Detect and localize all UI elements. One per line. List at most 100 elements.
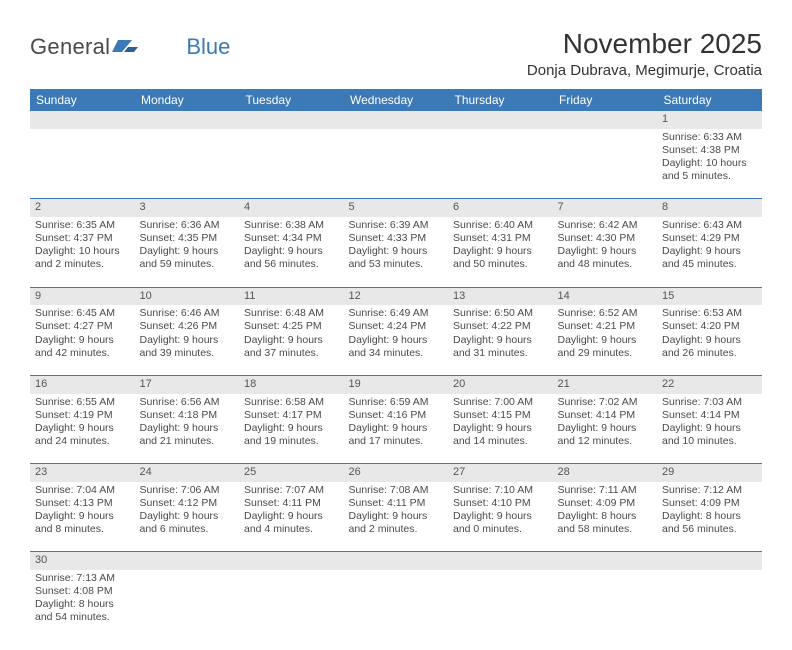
day-cell: Sunrise: 6:50 AMSunset: 4:22 PMDaylight:…	[448, 305, 553, 375]
day-number-cell	[135, 552, 240, 570]
sunset-text: Sunset: 4:16 PM	[349, 409, 444, 422]
day-cell: Sunrise: 6:46 AMSunset: 4:26 PMDaylight:…	[135, 305, 240, 375]
sunrise-text: Sunrise: 6:55 AM	[35, 396, 130, 409]
day-cell: Sunrise: 7:10 AMSunset: 4:10 PMDaylight:…	[448, 482, 553, 552]
sunrise-text: Sunrise: 6:49 AM	[349, 307, 444, 320]
day-number-cell: 5	[344, 199, 449, 217]
sunset-text: Sunset: 4:20 PM	[662, 320, 757, 333]
sunrise-text: Sunrise: 7:13 AM	[35, 572, 130, 585]
day-header: Monday	[135, 89, 240, 111]
sunset-text: Sunset: 4:22 PM	[453, 320, 548, 333]
day-cell: Sunrise: 7:13 AMSunset: 4:08 PMDaylight:…	[30, 570, 135, 640]
day-number-cell: 8	[657, 199, 762, 217]
day-cell: Sunrise: 7:00 AMSunset: 4:15 PMDaylight:…	[448, 394, 553, 464]
sunrise-text: Sunrise: 6:43 AM	[662, 219, 757, 232]
daylight-text: Daylight: 10 hours and 2 minutes.	[35, 245, 130, 271]
day-cell: Sunrise: 7:06 AMSunset: 4:12 PMDaylight:…	[135, 482, 240, 552]
sunset-text: Sunset: 4:33 PM	[349, 232, 444, 245]
sunrise-text: Sunrise: 6:59 AM	[349, 396, 444, 409]
day-number-cell: 6	[448, 199, 553, 217]
sunrise-text: Sunrise: 7:06 AM	[140, 484, 235, 497]
day-header-row: SundayMondayTuesdayWednesdayThursdayFrid…	[30, 89, 762, 111]
daylight-text: Daylight: 9 hours and 45 minutes.	[662, 245, 757, 271]
day-header: Tuesday	[239, 89, 344, 111]
day-number-cell: 13	[448, 287, 553, 305]
daylight-text: Daylight: 8 hours and 56 minutes.	[662, 510, 757, 536]
day-number-cell: 26	[344, 464, 449, 482]
week-row: Sunrise: 7:13 AMSunset: 4:08 PMDaylight:…	[30, 570, 762, 640]
day-number-cell: 9	[30, 287, 135, 305]
day-number-cell: 1	[657, 111, 762, 129]
header: General Blue November 2025 Donja Dubrava…	[30, 28, 762, 79]
day-number-cell	[344, 111, 449, 129]
sunset-text: Sunset: 4:13 PM	[35, 497, 130, 510]
sunrise-text: Sunrise: 6:42 AM	[558, 219, 653, 232]
sunset-text: Sunset: 4:11 PM	[349, 497, 444, 510]
sunrise-text: Sunrise: 7:11 AM	[558, 484, 653, 497]
daylight-text: Daylight: 9 hours and 56 minutes.	[244, 245, 339, 271]
day-cell	[448, 129, 553, 199]
sunrise-text: Sunrise: 6:52 AM	[558, 307, 653, 320]
day-cell: Sunrise: 6:48 AMSunset: 4:25 PMDaylight:…	[239, 305, 344, 375]
day-cell: Sunrise: 7:12 AMSunset: 4:09 PMDaylight:…	[657, 482, 762, 552]
sunrise-text: Sunrise: 6:53 AM	[662, 307, 757, 320]
day-number-cell: 4	[239, 199, 344, 217]
daynum-row: 2345678	[30, 199, 762, 217]
day-cell	[30, 129, 135, 199]
day-header: Wednesday	[344, 89, 449, 111]
day-cell: Sunrise: 6:56 AMSunset: 4:18 PMDaylight:…	[135, 394, 240, 464]
day-number-cell: 19	[344, 375, 449, 393]
day-cell: Sunrise: 6:38 AMSunset: 4:34 PMDaylight:…	[239, 217, 344, 287]
day-cell: Sunrise: 7:08 AMSunset: 4:11 PMDaylight:…	[344, 482, 449, 552]
sunset-text: Sunset: 4:31 PM	[453, 232, 548, 245]
day-number-cell: 17	[135, 375, 240, 393]
sunset-text: Sunset: 4:19 PM	[35, 409, 130, 422]
daylight-text: Daylight: 9 hours and 12 minutes.	[558, 422, 653, 448]
day-cell	[344, 129, 449, 199]
sunrise-text: Sunrise: 6:48 AM	[244, 307, 339, 320]
day-number-cell: 14	[553, 287, 658, 305]
sunset-text: Sunset: 4:35 PM	[140, 232, 235, 245]
sunrise-text: Sunrise: 7:08 AM	[349, 484, 444, 497]
sunset-text: Sunset: 4:27 PM	[35, 320, 130, 333]
day-cell	[657, 570, 762, 640]
calendar-table: SundayMondayTuesdayWednesdayThursdayFrid…	[30, 89, 762, 640]
sunset-text: Sunset: 4:15 PM	[453, 409, 548, 422]
sunset-text: Sunset: 4:09 PM	[662, 497, 757, 510]
sunrise-text: Sunrise: 7:10 AM	[453, 484, 548, 497]
sunset-text: Sunset: 4:21 PM	[558, 320, 653, 333]
day-cell: Sunrise: 6:36 AMSunset: 4:35 PMDaylight:…	[135, 217, 240, 287]
day-cell: Sunrise: 7:11 AMSunset: 4:09 PMDaylight:…	[553, 482, 658, 552]
day-number-cell: 2	[30, 199, 135, 217]
day-header: Friday	[553, 89, 658, 111]
daylight-text: Daylight: 9 hours and 37 minutes.	[244, 334, 339, 360]
day-cell: Sunrise: 6:49 AMSunset: 4:24 PMDaylight:…	[344, 305, 449, 375]
day-cell	[553, 570, 658, 640]
daylight-text: Daylight: 8 hours and 58 minutes.	[558, 510, 653, 536]
week-row: Sunrise: 6:35 AMSunset: 4:37 PMDaylight:…	[30, 217, 762, 287]
week-row: Sunrise: 7:04 AMSunset: 4:13 PMDaylight:…	[30, 482, 762, 552]
sunrise-text: Sunrise: 6:40 AM	[453, 219, 548, 232]
day-cell	[344, 570, 449, 640]
daylight-text: Daylight: 9 hours and 6 minutes.	[140, 510, 235, 536]
sunrise-text: Sunrise: 6:50 AM	[453, 307, 548, 320]
day-cell	[135, 129, 240, 199]
daylight-text: Daylight: 9 hours and 39 minutes.	[140, 334, 235, 360]
daylight-text: Daylight: 9 hours and 26 minutes.	[662, 334, 757, 360]
logo-text-blue: Blue	[186, 34, 230, 60]
day-cell: Sunrise: 7:04 AMSunset: 4:13 PMDaylight:…	[30, 482, 135, 552]
sunrise-text: Sunrise: 6:58 AM	[244, 396, 339, 409]
sunset-text: Sunset: 4:12 PM	[140, 497, 235, 510]
daylight-text: Daylight: 9 hours and 17 minutes.	[349, 422, 444, 448]
sunset-text: Sunset: 4:34 PM	[244, 232, 339, 245]
day-number-cell: 15	[657, 287, 762, 305]
day-cell: Sunrise: 6:33 AMSunset: 4:38 PMDaylight:…	[657, 129, 762, 199]
sunset-text: Sunset: 4:11 PM	[244, 497, 339, 510]
daylight-text: Daylight: 9 hours and 50 minutes.	[453, 245, 548, 271]
sunset-text: Sunset: 4:08 PM	[35, 585, 130, 598]
day-cell	[135, 570, 240, 640]
daylight-text: Daylight: 9 hours and 31 minutes.	[453, 334, 548, 360]
day-number-cell: 21	[553, 375, 658, 393]
daynum-row: 1	[30, 111, 762, 129]
day-cell: Sunrise: 7:03 AMSunset: 4:14 PMDaylight:…	[657, 394, 762, 464]
